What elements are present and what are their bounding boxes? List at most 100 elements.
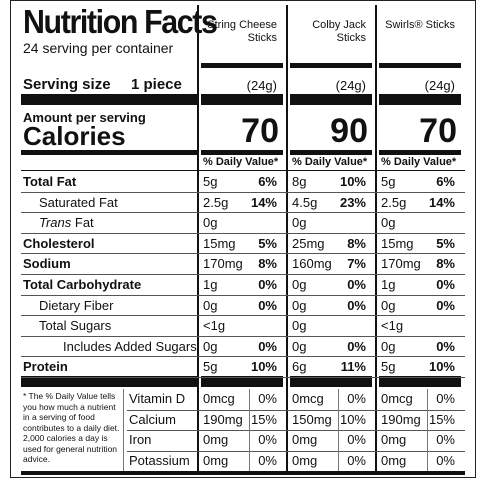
column-bar (379, 63, 461, 68)
vitamin-amount: 0mg (203, 432, 229, 447)
nutrient-daily-value: 0% (258, 277, 277, 292)
nutrient-daily-value: 8% (258, 256, 277, 272)
nutrient-daily-value: 14% (428, 194, 455, 210)
vitamin-amount: 0mcg (292, 391, 324, 406)
vitamin-label: Iron (129, 432, 152, 447)
column-bar (290, 376, 372, 387)
footnote-divider (123, 389, 124, 475)
nutrient-daily-value: 0% (258, 338, 277, 354)
calories-value: 70 (241, 112, 279, 150)
serving-size-label: Serving size (23, 76, 111, 93)
nutrient-daily-value: 8% (436, 256, 455, 272)
vitamin-label: Potassium (129, 452, 190, 468)
serving-size-value: 1 piece (131, 76, 182, 93)
vitamin-daily-value: 10% (339, 411, 366, 427)
nutrient-amount: 0g (292, 297, 307, 313)
cell-divider (427, 409, 428, 430)
cell-divider (427, 450, 428, 471)
vitamin-amount: 150mg (292, 411, 332, 427)
row-divider (127, 409, 465, 411)
nutrient-label: Dietary Fiber (39, 297, 114, 313)
column-divider (286, 5, 288, 475)
calories-value: 90 (330, 112, 368, 150)
nutrient-amount: 4.5g (292, 194, 318, 210)
servings-per-container: 24 serving per container (23, 40, 174, 56)
vitamin-daily-value: 0% (436, 452, 455, 468)
column-divider (197, 5, 199, 475)
nutrient-daily-value: 23% (339, 194, 366, 210)
calories-value: 70 (419, 112, 457, 150)
nutrient-amount: 0g (292, 277, 307, 292)
vitamin-amount: 0mcg (203, 391, 235, 406)
nutrient-daily-value: 0% (436, 297, 455, 313)
cell-divider (427, 430, 428, 451)
calories-label: Calories (23, 121, 126, 151)
column-bar (379, 94, 461, 105)
vitamin-amount: 0mg (292, 452, 318, 468)
nutrient-daily-value: 0% (347, 277, 366, 292)
nutrient-amount: 25mg (292, 235, 325, 251)
column-bar (201, 150, 283, 155)
nutrient-amount: 2.5g (381, 194, 407, 210)
daily-value-header: % Daily Value* (292, 156, 368, 168)
nutrient-amount: 2.5g (203, 194, 229, 210)
nutrient-amount: 5g (381, 174, 396, 189)
row-divider (21, 335, 465, 337)
vitamin-amount: 190mg (203, 411, 243, 427)
nutrient-daily-value: 5% (436, 235, 455, 251)
bottom-bar (21, 471, 465, 475)
nutrient-daily-value: 7% (347, 256, 366, 272)
vitamin-amount: 190mg (381, 411, 421, 427)
row-divider (21, 212, 465, 214)
nutrient-amount: 170mg (381, 256, 421, 272)
nutrient-amount: 15mg (203, 235, 236, 251)
column-bar (379, 150, 461, 155)
vitamin-amount: 0mcg (381, 391, 413, 406)
cell-divider (249, 450, 250, 471)
nutrient-amount: 0g (203, 297, 218, 313)
nutrient-daily-value: 6% (258, 174, 277, 189)
nutrient-daily-value: 10% (339, 174, 366, 189)
row-divider (21, 294, 465, 296)
column-bar (290, 150, 372, 155)
nutrient-daily-value: 5% (258, 235, 277, 251)
nutrient-daily-value: 0% (258, 297, 277, 313)
nutrient-daily-value: 10% (428, 359, 455, 375)
nutrient-amount: <1g (381, 318, 404, 334)
vitamin-daily-value: 0% (436, 432, 455, 447)
vitamin-amount: 0mg (203, 452, 229, 468)
nutrient-label: Sodium (23, 256, 71, 272)
column-bar (201, 63, 283, 68)
vitamin-amount: 0mg (381, 452, 407, 468)
label-title: Nutrition Facts (23, 3, 218, 40)
nutrient-daily-value: 11% (340, 359, 366, 375)
nutrient-daily-value: 0% (436, 277, 455, 292)
nutrient-amount: 0g (203, 338, 218, 354)
nutrient-amount: 0g (292, 215, 307, 231)
cell-divider (249, 409, 250, 430)
vitamin-daily-value: 0% (258, 452, 277, 468)
column-bar (379, 376, 461, 387)
vitamin-daily-value: 0% (347, 432, 366, 447)
vitamin-daily-value: 0% (347, 452, 366, 468)
amount-per-serving: Amount per serving (23, 110, 146, 125)
product-name: Colby Jack Sticks (312, 19, 366, 44)
nutrient-daily-value: 6% (436, 174, 455, 189)
nutrient-label: Includes Added Sugars (63, 338, 197, 354)
cell-divider (338, 389, 339, 410)
cell-divider (249, 389, 250, 410)
nutrient-amount: 1g (381, 277, 396, 292)
nutrient-daily-value: 14% (250, 194, 277, 210)
serving-grams: (24g) (424, 78, 455, 93)
nutrient-amount: 160mg (292, 256, 332, 272)
column-bar (290, 63, 372, 68)
nutrient-amount: 5g (203, 174, 218, 189)
row-divider (21, 170, 465, 171)
nutrient-daily-value: 0% (436, 338, 455, 354)
row-divider (21, 274, 465, 275)
cell-divider (338, 430, 339, 451)
row-divider (21, 377, 465, 378)
serving-grams: (24g) (335, 78, 366, 93)
row-divider (127, 430, 465, 431)
nutrient-daily-value: 0% (347, 297, 366, 313)
